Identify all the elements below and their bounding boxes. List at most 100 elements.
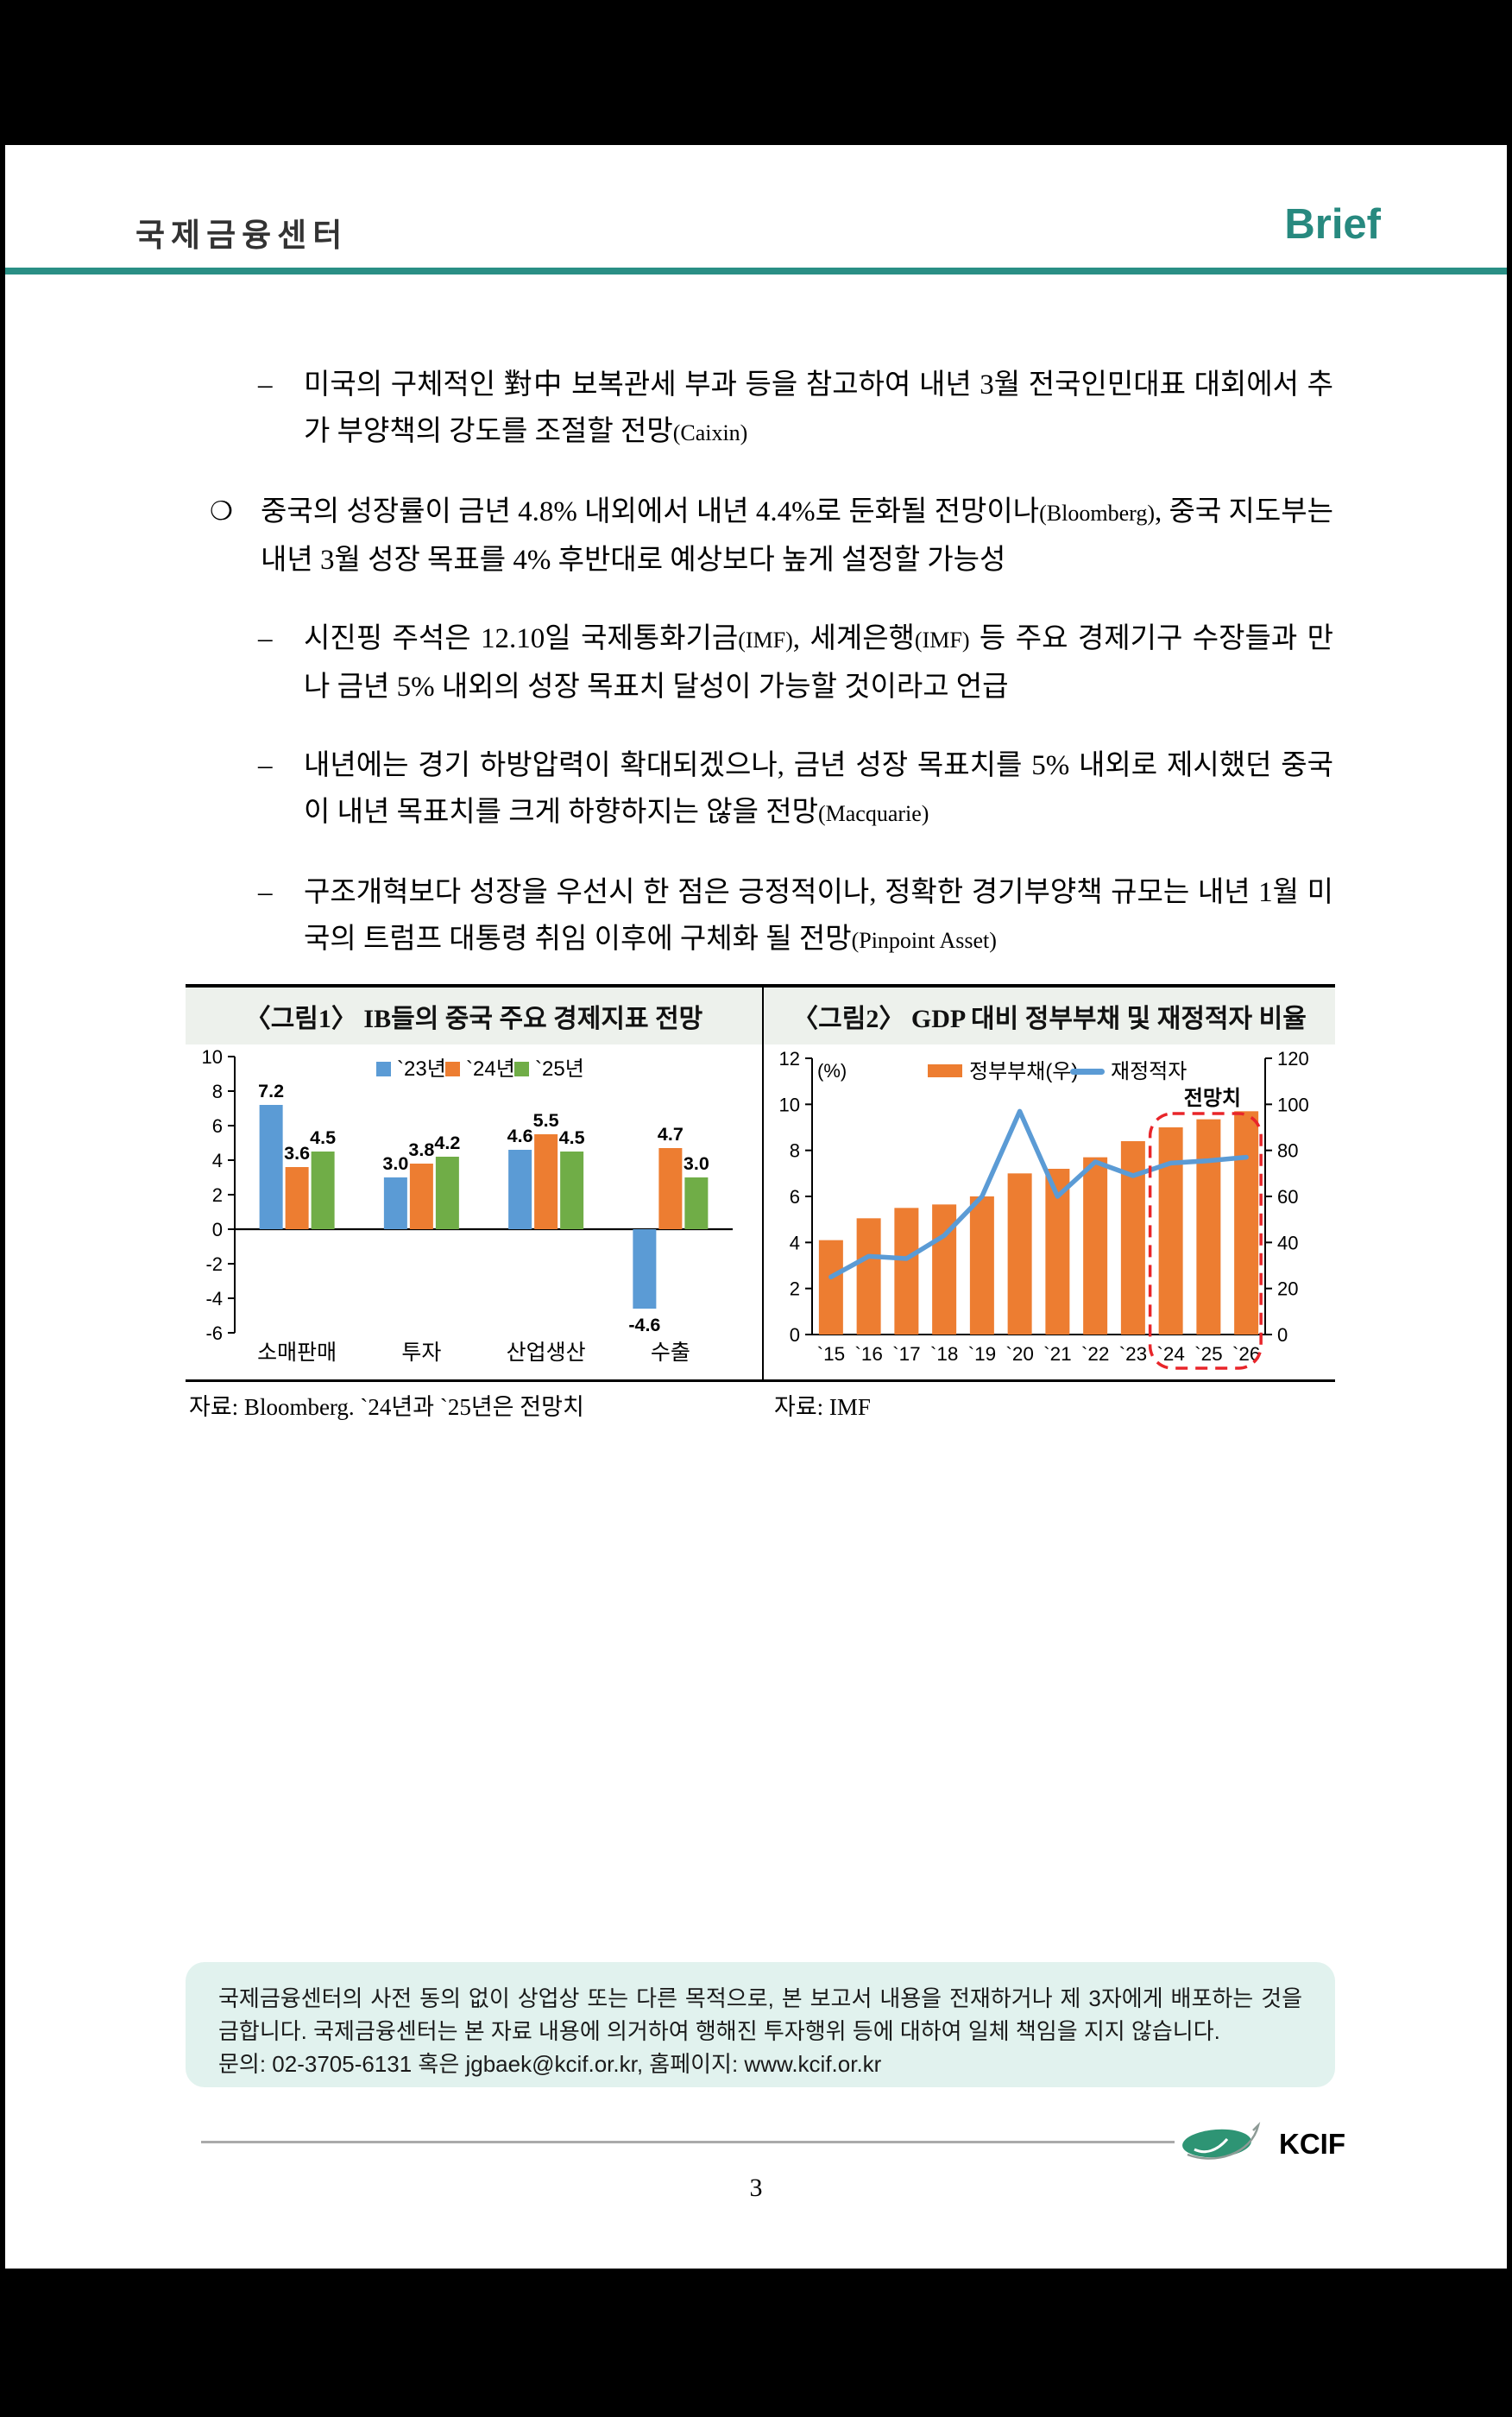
svg-text:`21: `21 (1043, 1343, 1072, 1365)
svg-text:-4: -4 (205, 1288, 223, 1309)
svg-text:6: 6 (212, 1115, 223, 1137)
bullet-list: – 미국의 구체적인 對中 보복관세 부과 등을 참고하여 내년 3월 전국인민대… (210, 362, 1333, 996)
svg-text:4.5: 4.5 (310, 1127, 336, 1148)
figure-header-row: 〈그림1〉 IB들의 중국 주요 경제지표 전망 〈그림2〉 GDP 대비 정부… (186, 988, 1335, 1044)
logo-inner-swoosh (1194, 2138, 1229, 2154)
svg-text:-4.6: -4.6 (628, 1315, 660, 1335)
svg-text:4: 4 (790, 1232, 800, 1253)
svg-text:재정적자: 재정적자 (1111, 1060, 1187, 1083)
svg-text:8: 8 (212, 1081, 223, 1102)
svg-text:`15: `15 (817, 1343, 846, 1365)
disclaimer-box: 국제금융센터의 사전 동의 없이 상업상 또는 다른 목적으로, 본 보고서 내… (186, 1962, 1335, 2087)
svg-text:8: 8 (790, 1140, 800, 1162)
bullet-item: – 시진핑 주석은 12.10일 국제통화기금(IMF), 세계은행(IMF) 등… (258, 615, 1333, 710)
svg-text:`25년: `25년 (535, 1057, 584, 1081)
svg-text:60: 60 (1277, 1186, 1298, 1208)
svg-text:`24: `24 (1156, 1343, 1185, 1365)
bullet-item: – 내년에는 경기 하방압력이 확대되겠으나, 금년 성장 목표치를 5% 내외로… (258, 742, 1333, 837)
kcif-logo-mark: KCIF (1182, 2122, 1345, 2160)
svg-text:4.2: 4.2 (434, 1133, 460, 1153)
svg-text:100: 100 (1277, 1094, 1309, 1115)
svg-text:`24년: `24년 (466, 1057, 515, 1081)
svg-text:80: 80 (1277, 1140, 1298, 1162)
bullet-marker: – (258, 877, 273, 908)
bullet-marker: ❍ (210, 497, 233, 526)
svg-text:`17: `17 (892, 1343, 921, 1365)
svg-text:수출: 수출 (651, 1341, 690, 1365)
svg-text:정부부채(우): 정부부채(우) (969, 1060, 1078, 1083)
svg-text:소매판매: 소매판매 (257, 1341, 337, 1365)
bullet-text: 구조개혁보다 성장을 우선시 한 점은 긍정적이나, 정확한 경기부양책 규모는… (304, 877, 1333, 955)
svg-text:12: 12 (779, 1048, 800, 1070)
svg-text:4.6: 4.6 (507, 1126, 533, 1146)
svg-text:`23년: `23년 (397, 1057, 446, 1081)
brief-label: Brief (1284, 201, 1381, 248)
bullet-text: 내년에는 경기 하방압력이 확대되겠으나, 금년 성장 목표치를 5% 내외로 … (304, 750, 1333, 828)
svg-text:산업생산: 산업생산 (507, 1341, 586, 1365)
kcif-logo: KCIF (1175, 2105, 1391, 2178)
fig1-cell: 10 8 6 4 2 0 -2 -4 -6 7.2 3.0 4.6 -4.6 3.6 3.8 5.5 4.7 4.… (186, 1044, 764, 1379)
svg-text:투자: 투자 (401, 1341, 441, 1365)
svg-text:`20: `20 (1005, 1343, 1034, 1365)
svg-text:`22: `22 (1081, 1343, 1110, 1365)
org-title: 국제금융센터 (135, 218, 349, 253)
svg-text:120: 120 (1277, 1048, 1309, 1070)
fig1-source: 자료: Bloomberg. `24년과 `25년은 전망치 (189, 1394, 584, 1420)
svg-text:40: 40 (1277, 1232, 1298, 1253)
svg-text:3.8: 3.8 (408, 1139, 434, 1160)
svg-text:전망치: 전망치 (1184, 1087, 1241, 1110)
bullet-text: 중국의 성장률이 금년 4.8% 내외에서 내년 4.4%로 둔화될 전망이나(… (261, 496, 1333, 576)
svg-text:`19: `19 (968, 1343, 997, 1365)
svg-text:0: 0 (212, 1219, 223, 1240)
bullet-item: – 구조개혁보다 성장을 우선시 한 점은 긍정적이나, 정확한 경기부양책 규모… (258, 869, 1333, 964)
svg-text:(%): (%) (817, 1060, 847, 1082)
svg-text:3.0: 3.0 (684, 1153, 709, 1174)
bullet-item: – 미국의 구체적인 對中 보복관세 부과 등을 참고하여 내년 3월 전국인민대… (258, 362, 1333, 457)
bullet-item: ❍ 중국의 성장률이 금년 4.8% 내외에서 내년 4.4%로 둔화될 전망이나… (210, 489, 1333, 584)
svg-text:10: 10 (779, 1094, 800, 1115)
figure-sources-row: 자료: Bloomberg. `24년과 `25년은 전망치 자료: IMF (186, 1388, 1335, 1422)
figure-body-row: 10 8 6 4 2 0 -2 -4 -6 7.2 3.0 4.6 -4.6 3.6 3.8 5.5 4.7 4.… (186, 1044, 1335, 1379)
contact-line: 문의: 02-3705-6131 혹은 jgbaek@kcif.or.kr, 홈… (218, 2051, 882, 2077)
svg-text:2: 2 (212, 1184, 223, 1206)
logo-ellipse (1182, 2129, 1251, 2158)
page-number: 3 (749, 2174, 763, 2202)
fig2-source: 자료: IMF (774, 1394, 871, 1420)
document-page: 국제금융센터 Brief – 미국의 구체적인 對中 보복관세 부과 등을 참고하… (5, 145, 1507, 2269)
svg-text:-6: -6 (205, 1322, 223, 1344)
svg-text:10: 10 (202, 1046, 223, 1068)
svg-text:4: 4 (212, 1150, 223, 1171)
bullet-marker: – (258, 369, 273, 401)
svg-text:6: 6 (790, 1186, 800, 1208)
svg-text:`23: `23 (1119, 1343, 1148, 1365)
footer-rule (201, 2141, 1175, 2143)
svg-text:4.7: 4.7 (658, 1124, 684, 1145)
header-rule (5, 268, 1507, 275)
fig2-title: 〈그림2〉 GDP 대비 정부부채 및 재정적자 비율 (792, 1005, 1307, 1033)
svg-text:20: 20 (1277, 1278, 1298, 1300)
figure-table: 〈그림1〉 IB들의 중국 주요 경제지표 전망 〈그림2〉 GDP 대비 정부… (186, 984, 1335, 1382)
svg-text:4.5: 4.5 (559, 1127, 585, 1148)
svg-text:7.2: 7.2 (258, 1081, 284, 1101)
svg-text:`18: `18 (930, 1343, 959, 1365)
fig2-cell: 12 10 8 6 4 2 0 120 100 80 60 40 20 0 (%) `15 `16 `17 `18 `… (764, 1044, 1335, 1379)
fig1-title: 〈그림1〉 IB들의 중국 주요 경제지표 전망 (186, 988, 764, 1044)
disclaimer-text: 국제금융센터의 사전 동의 없이 상업상 또는 다른 목적으로, 본 보고서 내… (218, 1985, 1302, 2044)
bullet-text: 시진핑 주석은 12.10일 국제통화기금(IMF), 세계은행(IMF) 등 … (304, 623, 1333, 703)
svg-text:0: 0 (790, 1324, 800, 1346)
svg-text:0: 0 (1277, 1324, 1288, 1346)
bullet-marker: – (258, 750, 273, 781)
svg-text:`25: `25 (1194, 1343, 1223, 1365)
bullet-marker: – (258, 623, 273, 654)
svg-text:2: 2 (790, 1278, 800, 1300)
svg-text:5.5: 5.5 (533, 1110, 559, 1131)
fig1-grouped-bar-chart: 10 8 6 4 2 0 -2 -4 -6 7.2 3.0 4.6 -4.6 3.6 3.8 5.5 4.7 4.… (202, 1046, 733, 1365)
svg-text:3.6: 3.6 (284, 1143, 310, 1164)
logo-arc (1187, 2122, 1261, 2160)
svg-text:3.0: 3.0 (382, 1153, 408, 1174)
svg-text:`16: `16 (854, 1343, 883, 1365)
bullet-text: 미국의 구체적인 對中 보복관세 부과 등을 참고하여 내년 3월 전국인민대표… (304, 369, 1333, 447)
logo-text: KCIF (1279, 2128, 1345, 2160)
